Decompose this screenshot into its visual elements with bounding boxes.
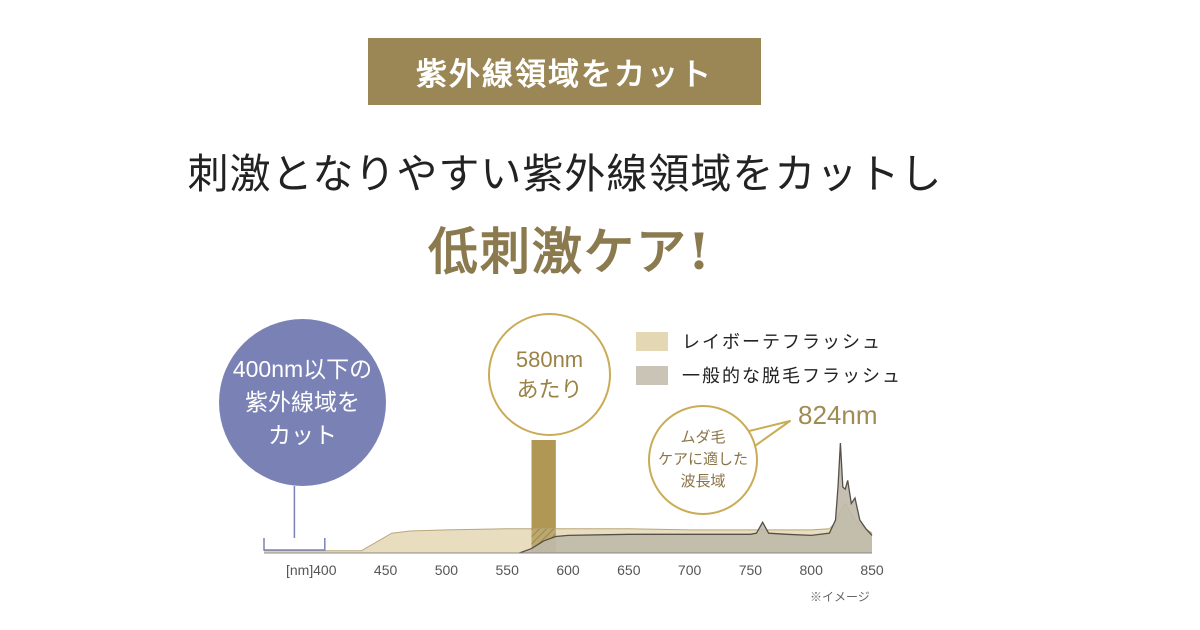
x-tick-label: 400 [313, 562, 337, 578]
badge-text: 紫外線領域をカット [416, 57, 713, 93]
x-tick-label: 850 [860, 562, 884, 578]
uv-cut-line-3: カット [268, 422, 337, 448]
subhead: 低刺激ケア! [428, 222, 712, 281]
peak-824-label: 824nm [798, 400, 878, 430]
x-tick-label: 500 [434, 562, 459, 578]
section-badge: 紫外線領域をカット [368, 38, 761, 105]
x-tick-label: 700 [677, 562, 702, 578]
x-axis-unit: [nm] [286, 562, 314, 578]
image-note: ※イメージ [810, 590, 870, 604]
x-tick-label: 800 [799, 562, 823, 578]
hair-care-line-1: ムダ毛 [680, 429, 726, 446]
peak-580-line-1: 580nm [515, 346, 584, 372]
legend-item-reibote: レイボーテフラッシュ [636, 328, 882, 354]
series-general-line [519, 442, 873, 554]
legend-swatch-reibote [636, 331, 668, 351]
legend-label-general: 一般的な脱毛フラッシュ [682, 366, 902, 386]
x-tick-label: 750 [738, 562, 763, 578]
x-tick-label: 650 [617, 562, 641, 578]
uv-bracket [263, 538, 326, 551]
peak-580-callout: 580nm あたり [488, 313, 611, 436]
headline: 刺激となりやすい紫外線領域をカットし [187, 150, 943, 198]
series-general-area [519, 443, 872, 553]
peak-580-line-2: あたり [516, 376, 583, 402]
x-tick-label: 450 [373, 562, 398, 578]
x-tick-label: 550 [495, 562, 519, 578]
x-tick-label: 600 [556, 562, 580, 578]
legend-item-general: 一般的な脱毛フラッシュ [636, 362, 902, 388]
uv-cut-line-1: 400nm以下の [232, 356, 373, 382]
hair-care-bubble-tail [744, 420, 791, 449]
legend-label-reibote: レイボーテフラッシュ [682, 332, 882, 352]
legend-swatch-general [636, 365, 668, 385]
uv-cut-line-2: 紫外線域を [245, 389, 360, 415]
uv-cut-callout: 400nm以下の 紫外線域を カット [219, 319, 386, 486]
hair-care-callout: ムダ毛 ケアに適した 波長域 [648, 405, 758, 515]
hair-care-line-3: 波長域 [680, 473, 726, 490]
hair-care-line-2: ケアに適した [657, 451, 748, 468]
